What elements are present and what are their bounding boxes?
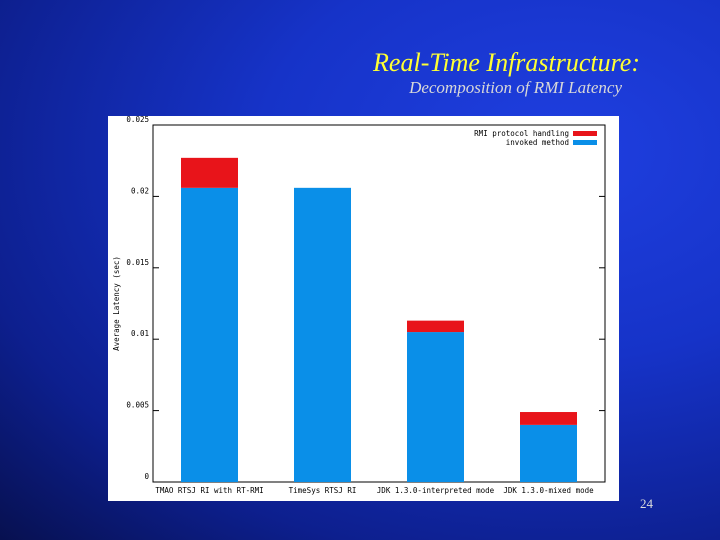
y-tick-label: 0.005 bbox=[126, 401, 149, 410]
bar-invoked-method bbox=[181, 187, 238, 482]
y-axis-label: Average Latency (sec) bbox=[112, 256, 121, 351]
y-tick-label: 0.015 bbox=[126, 258, 149, 267]
bar-invoked-method bbox=[407, 332, 464, 482]
slide-subtitle: Decomposition of RMI Latency bbox=[409, 78, 622, 97]
chart-panel: 0 0.005 0.01 0.015 0.02 0.025 Average Latency … bbox=[108, 116, 619, 501]
x-tick-label: TimeSys RTSJ RI bbox=[289, 486, 357, 495]
bar-invoked-method bbox=[294, 187, 351, 482]
x-tick-label: JDK 1.3.0-mixed mode bbox=[503, 486, 594, 495]
bar-rmi-protocol-handling bbox=[520, 412, 577, 425]
y-tick-label: 0.01 bbox=[131, 329, 149, 338]
legend-swatch bbox=[573, 131, 597, 136]
bar-rmi-protocol-handling bbox=[407, 320, 464, 333]
bar-invoked-method bbox=[520, 424, 577, 482]
legend-swatch bbox=[573, 140, 597, 145]
x-tick-label: JDK 1.3.0-interpreted mode bbox=[377, 486, 495, 495]
bar-rmi-protocol-handling bbox=[181, 157, 238, 188]
legend-label: RMI protocol handling bbox=[474, 129, 569, 138]
y-tick-label: 0.025 bbox=[126, 116, 149, 124]
x-tick-label: TMAO RTSJ RI with RT-RMI bbox=[155, 486, 263, 495]
legend-label: invoked method bbox=[506, 138, 569, 147]
latency-bar-chart: 0 0.005 0.01 0.015 0.02 0.025 Average Latency … bbox=[112, 116, 606, 495]
slide-title: Real-Time Infrastructure: bbox=[373, 48, 640, 77]
plot-frame bbox=[152, 124, 606, 483]
y-tick-label: 0.02 bbox=[131, 186, 149, 195]
y-tick-label: 0 bbox=[144, 472, 149, 481]
page-number: 24 bbox=[640, 496, 653, 511]
